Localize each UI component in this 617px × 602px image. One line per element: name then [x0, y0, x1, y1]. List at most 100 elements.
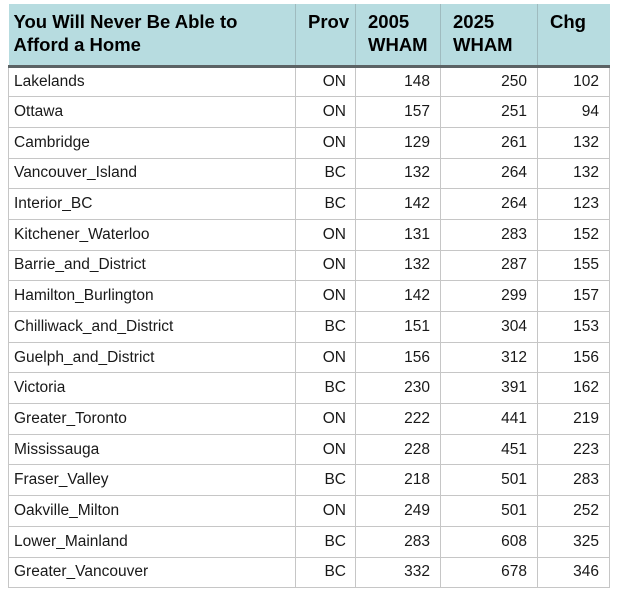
chg-cell: 156: [537, 341, 610, 374]
chg-cell: 132: [537, 157, 610, 190]
table-row: Fraser_Valley BC 218 501 283: [8, 464, 610, 497]
region-cell: Barrie_and_District: [8, 249, 296, 282]
region-cell: Lakelands: [8, 65, 296, 98]
column-header-title: You Will Never Be Able to Afford a Home: [8, 4, 296, 68]
column-header-2005-wham: 2005 WHAM: [355, 4, 441, 68]
wham-2005-cell: 157: [355, 96, 441, 128]
region-cell: Kitchener_Waterloo: [8, 218, 296, 251]
wham-2025-cell: 608: [440, 525, 538, 558]
chg-cell: 152: [537, 218, 610, 251]
wham-2025-cell: 264: [440, 157, 538, 190]
wham-2005-cell: 332: [355, 556, 441, 589]
region-cell: Lower_Mainland: [8, 525, 296, 558]
prov-cell: BC: [295, 372, 356, 405]
region-cell: Chilliwack_and_District: [8, 311, 296, 343]
wham-2005-cell: 129: [355, 126, 441, 159]
chg-cell: 346: [537, 556, 610, 589]
table-title: You Will Never Be Able to Afford a Home: [13, 11, 238, 55]
region-cell: Victoria: [8, 372, 296, 405]
table-row: Ottawa ON 157 251 94: [8, 96, 610, 128]
chg-cell: 153: [537, 311, 610, 343]
table-row: Lower_Mainland BC 283 608 325: [8, 525, 610, 558]
wham-2005-cell: 218: [355, 464, 441, 497]
chg-cell: 223: [537, 433, 610, 466]
wham-2005-cell: 132: [355, 249, 441, 282]
prov-cell: BC: [295, 188, 356, 220]
table-row: Victoria BC 230 391 162: [8, 372, 610, 405]
wham-2025-cell: 451: [440, 433, 538, 466]
wham-2005-cell: 151: [355, 311, 441, 343]
prov-cell: ON: [295, 341, 356, 374]
prov-cell: ON: [295, 218, 356, 251]
chg-cell: 162: [537, 372, 610, 405]
table-row: Mississauga ON 228 451 223: [8, 433, 610, 466]
prov-cell: BC: [295, 464, 356, 497]
wham-2025-cell: 441: [440, 403, 538, 435]
wham-2005-cell: 142: [355, 188, 441, 220]
wham-2005-cell: 142: [355, 280, 441, 312]
wham-2005-cell: 283: [355, 525, 441, 558]
wham-2005-cell: 148: [355, 65, 441, 98]
table-row: Guelph_and_District ON 156 312 156: [8, 341, 610, 374]
wham-2025-cell: 250: [440, 65, 538, 98]
chg-cell: 102: [537, 65, 610, 98]
table-row: Barrie_and_District ON 132 287 155: [8, 249, 610, 282]
prov-cell: ON: [295, 403, 356, 435]
region-cell: Greater_Toronto: [8, 403, 296, 435]
wham-2005-cell: 156: [355, 341, 441, 374]
table-header: You Will Never Be Able to Afford a Home …: [8, 4, 610, 68]
region-cell: Oakville_Milton: [8, 495, 296, 527]
region-cell: Vancouver_Island: [8, 157, 296, 190]
wham-2025-cell: 312: [440, 341, 538, 374]
region-cell: Hamilton_Burlington: [8, 280, 296, 312]
wham-2025-cell: 264: [440, 188, 538, 220]
column-header-2025-wham: 2025 WHAM: [440, 4, 538, 68]
table-row: Hamilton_Burlington ON 142 299 157: [8, 280, 610, 312]
chg-cell: 325: [537, 525, 610, 558]
region-cell: Ottawa: [8, 96, 296, 128]
region-cell: Guelph_and_District: [8, 341, 296, 374]
table-row: Greater_Vancouver BC 332 678 346: [8, 556, 610, 589]
region-cell: Interior_BC: [8, 188, 296, 220]
chg-cell: 219: [537, 403, 610, 435]
table-row: Lakelands ON 148 250 102: [8, 65, 610, 98]
prov-cell: ON: [295, 280, 356, 312]
wham-2025-cell: 501: [440, 495, 538, 527]
wham-table: You Will Never Be Able to Afford a Home …: [8, 4, 610, 589]
wham-2025-cell: 283: [440, 218, 538, 251]
wham-2025-cell: 391: [440, 372, 538, 405]
wham-2025-cell: 251: [440, 96, 538, 128]
region-cell: Mississauga: [8, 433, 296, 466]
table-row: Greater_Toronto ON 222 441 219: [8, 403, 610, 435]
region-cell: Greater_Vancouver: [8, 556, 296, 589]
chg-cell: 132: [537, 126, 610, 159]
chg-cell: 252: [537, 495, 610, 527]
prov-cell: BC: [295, 311, 356, 343]
prov-cell: ON: [295, 96, 356, 128]
header-row: You Will Never Be Able to Afford a Home …: [8, 4, 610, 68]
wham-2025-cell: 261: [440, 126, 538, 159]
table-row: Kitchener_Waterloo ON 131 283 152: [8, 218, 610, 251]
column-header-prov: Prov: [295, 4, 356, 68]
wham-2025-cell: 501: [440, 464, 538, 497]
prov-cell: BC: [295, 157, 356, 190]
wham-2005-cell: 249: [355, 495, 441, 527]
chg-cell: 94: [537, 96, 610, 128]
region-cell: Fraser_Valley: [8, 464, 296, 497]
table-row: Vancouver_Island BC 132 264 132: [8, 157, 610, 190]
table-row: Oakville_Milton ON 249 501 252: [8, 495, 610, 527]
chg-cell: 157: [537, 280, 610, 312]
prov-cell: ON: [295, 495, 356, 527]
wham-2005-cell: 131: [355, 218, 441, 251]
chg-cell: 155: [537, 249, 610, 282]
wham-2025-cell: 299: [440, 280, 538, 312]
table-row: Cambridge ON 129 261 132: [8, 126, 610, 159]
table-body: Lakelands ON 148 250 102 Ottawa ON 157 2…: [8, 65, 610, 589]
prov-cell: ON: [295, 126, 356, 159]
wham-2025-cell: 287: [440, 249, 538, 282]
prov-cell: ON: [295, 65, 356, 98]
region-cell: Cambridge: [8, 126, 296, 159]
column-header-chg: Chg: [537, 4, 610, 68]
wham-2005-cell: 132: [355, 157, 441, 190]
